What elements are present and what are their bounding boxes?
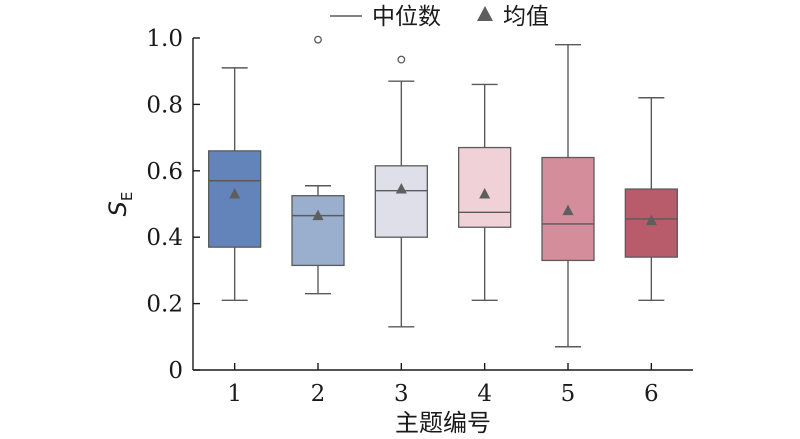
y-axis: 0 0.2 0.4 0.6 0.8 1.0	[146, 26, 200, 384]
plot-area	[208, 35, 678, 348]
svg-text:SE: SE	[104, 192, 136, 217]
y-axis-title-main: S	[104, 201, 132, 216]
y-axis-title: SE	[104, 192, 136, 217]
x-axis-title: 主题编号	[395, 409, 491, 437]
y-tick-label: 0.8	[146, 92, 183, 118]
x-axis: 1 2 3 4 5 6	[193, 363, 693, 407]
y-tick-label: 0.2	[146, 292, 183, 318]
x-tick-label: 4	[477, 381, 492, 407]
legend-mean-label: 均值	[503, 4, 549, 30]
box-6	[624, 97, 678, 301]
legend-median-label: 中位数	[372, 4, 441, 30]
mean-marker	[645, 214, 657, 226]
mean-marker	[395, 183, 407, 194]
y-axis-title-subscript: E	[118, 192, 136, 201]
x-tick-label: 1	[227, 381, 242, 407]
y-tick-label: 1.0	[146, 26, 183, 52]
y-tick-label: 0	[168, 358, 183, 384]
mean-marker	[229, 188, 241, 199]
x-tick-label: 3	[394, 381, 409, 407]
iqr-box	[458, 146, 512, 228]
mean-marker	[479, 188, 491, 199]
mean-marker	[312, 209, 324, 221]
iqr-box	[374, 165, 428, 238]
outlier-point	[397, 55, 406, 64]
mean-marker	[562, 204, 574, 216]
x-tick-label: 6	[644, 381, 659, 407]
box-3	[374, 55, 428, 328]
box-2	[291, 35, 345, 295]
iqr-box	[291, 195, 345, 267]
x-tick-label: 5	[561, 381, 576, 407]
x-tick-label: 2	[311, 381, 326, 407]
legend-mean-marker	[477, 6, 493, 21]
box-1	[208, 67, 262, 301]
y-tick-label: 0.6	[146, 159, 183, 185]
box-5	[541, 43, 595, 348]
legend: 中位数 均值	[330, 4, 549, 30]
y-tick-label: 0.4	[146, 225, 183, 251]
iqr-box	[208, 150, 262, 248]
outlier-point	[314, 35, 322, 44]
box-4	[458, 83, 512, 301]
